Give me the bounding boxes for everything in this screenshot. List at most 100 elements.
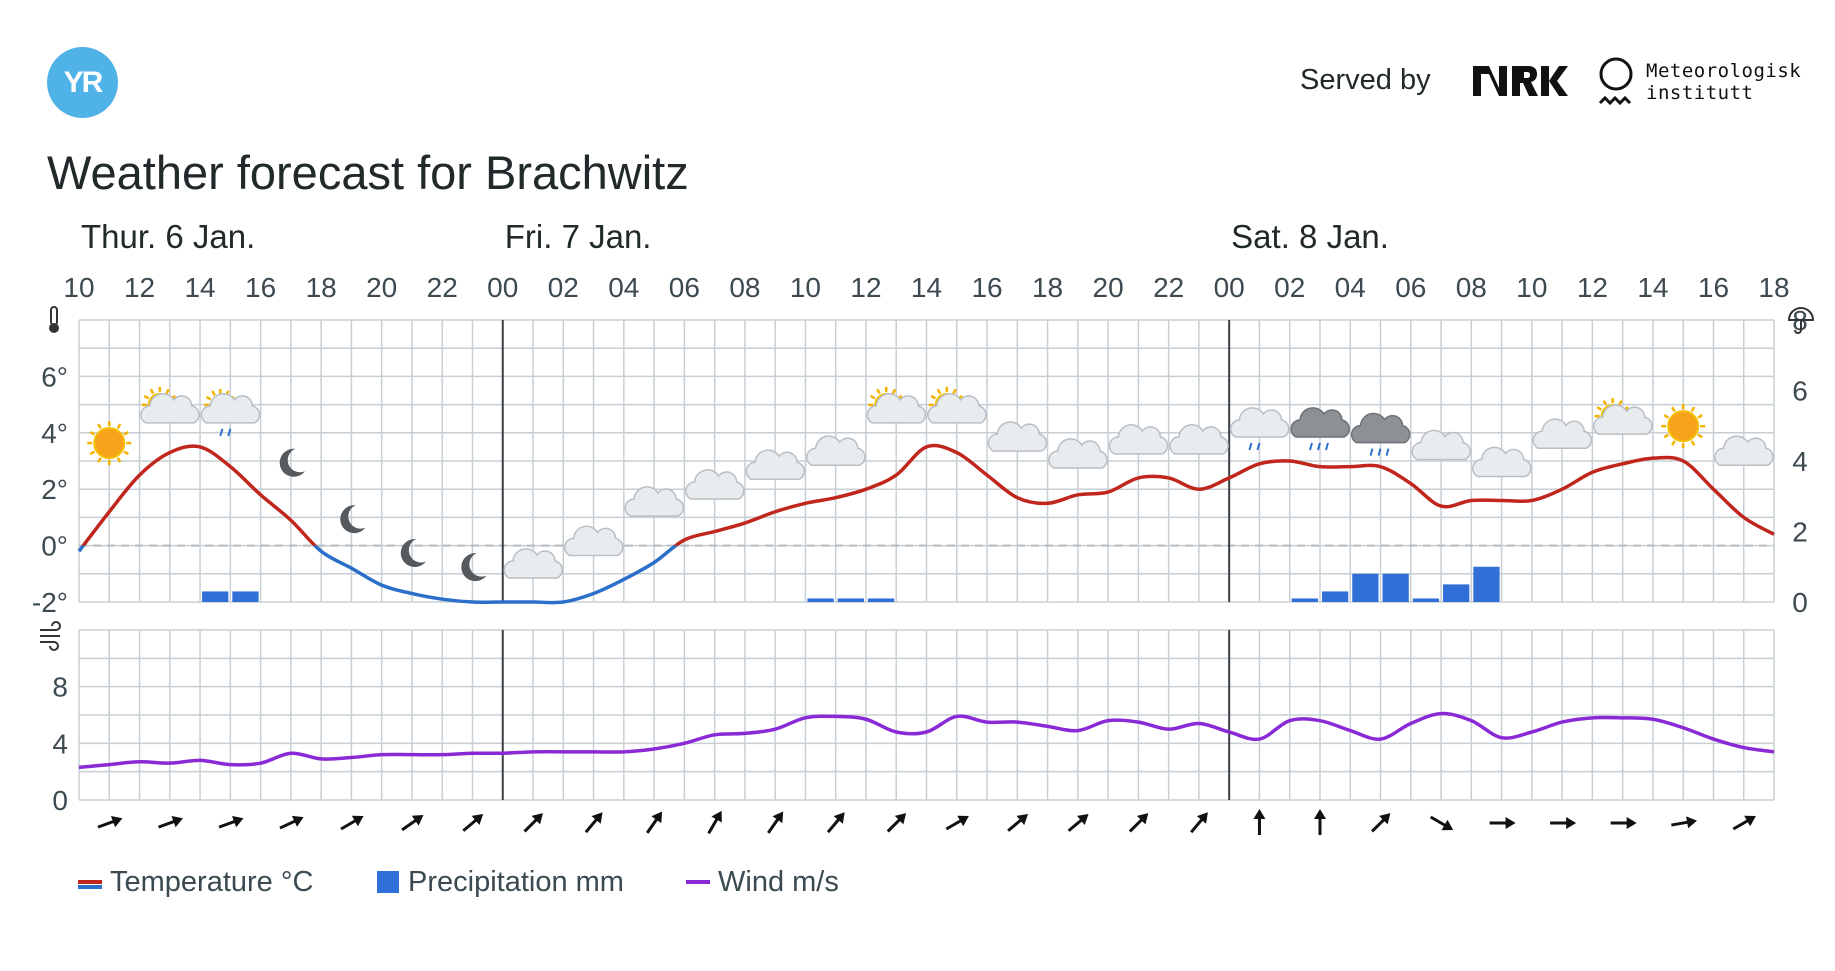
weather-symbol-sun-cloud-icon [140, 386, 200, 424]
rain-drop [1248, 442, 1253, 451]
x-tick-label: 16 [1698, 272, 1729, 303]
x-tick-label: 08 [1456, 272, 1487, 303]
x-tick-label: 02 [1274, 272, 1305, 303]
wind-arrow-icon [1253, 809, 1266, 835]
wind-arrow-icon [1313, 809, 1326, 835]
precipitation-bars [202, 566, 1500, 602]
temp-tick-label: 2° [41, 474, 68, 505]
x-tick-label: 06 [669, 272, 700, 303]
legend-wind: Wind m/s [686, 866, 839, 899]
moon-shape [340, 505, 366, 534]
wind-arrow-head [471, 814, 484, 826]
wind-arrow-head [651, 811, 663, 824]
day-label: Sat. 8 Jan. [1231, 218, 1389, 255]
cloud-shape [987, 421, 1048, 452]
wind-arrow-head [1136, 813, 1149, 825]
sun-ray [936, 388, 942, 395]
temp-tick-label: 6° [41, 361, 68, 392]
sun-ray [89, 450, 96, 456]
wind-arrow-head [1077, 814, 1089, 826]
sun-ray [1690, 440, 1696, 446]
wind-arrow-icon [1489, 817, 1516, 829]
page-title: Weather forecast for Brachwitz [47, 146, 689, 199]
rain-drop [1325, 442, 1329, 451]
weather-symbol-moon-cloud-icon [503, 548, 563, 579]
wind-arrow-icon [886, 813, 907, 833]
legend-temperature-label: Temperature °C [110, 866, 314, 898]
day-label: Thur. 6 Jan. [81, 218, 255, 255]
x-tick-label: 22 [1153, 272, 1184, 303]
precip-tick-label: 6 [1792, 376, 1808, 407]
precipitation-bar [1473, 566, 1500, 602]
cloud-shape [1290, 407, 1350, 438]
weather-symbol-sun-cloud-rain-icon [200, 388, 261, 437]
sun-ray [1671, 406, 1676, 413]
moon-shape [461, 553, 487, 582]
weather-symbols [87, 386, 1774, 582]
wind-arrow-head [1379, 813, 1391, 825]
met-line-1: Meteorologisk [1646, 60, 1802, 82]
chart-grid [78, 319, 1775, 801]
met-institute-logo-icon [1594, 56, 1638, 117]
precipitation-legend-icon [377, 871, 399, 893]
wind-tick-label: 8 [52, 672, 68, 703]
x-tick-label: 04 [608, 272, 639, 303]
sun-ray [1602, 399, 1608, 406]
thermometer-icon [49, 306, 59, 333]
wind-arrow-icon [1067, 814, 1089, 832]
wind-arrow-head [171, 815, 183, 828]
x-tick-label: 00 [1214, 272, 1245, 303]
rain-drop [1309, 442, 1313, 451]
wind-arrow-icon [707, 810, 722, 835]
temp-tick-label: 4° [41, 418, 68, 449]
nrk-logo [1473, 60, 1568, 113]
cloud-shape [1108, 424, 1169, 455]
moon-shape [279, 448, 305, 477]
x-tick-label: 18 [1758, 272, 1789, 303]
x-tick-label: 14 [911, 272, 942, 303]
wind-arrow-icon [523, 813, 543, 833]
cloud-shape [927, 393, 987, 424]
wind-arrow-head [1253, 809, 1266, 819]
cloud-shape [624, 486, 685, 517]
sun-ray [930, 394, 937, 400]
cloud-shape [1714, 435, 1774, 466]
wind-arrow-head [1441, 819, 1454, 831]
rain-drop [1369, 448, 1374, 456]
sun-ray [876, 388, 881, 395]
wind-arrow-head [772, 811, 784, 824]
wind-arrow-icon [218, 815, 244, 829]
precipitation-bar [232, 591, 259, 602]
umbrella-icon [1787, 307, 1815, 334]
sun-ray [149, 388, 155, 395]
weather-symbol-sun-cloud-icon [1593, 398, 1653, 435]
x-tick-label: 00 [487, 272, 518, 303]
chart-labels: Thur. 6 Jan. Fri. 7 Jan. Sat. 8 Jan. 10 12 14… [32, 218, 1808, 816]
wind-arrow-head [531, 813, 543, 825]
wind-arrow-icon [1671, 816, 1697, 829]
wind-arrow-head [833, 812, 845, 824]
wind-arrow-head [1196, 812, 1208, 824]
sun-ray [205, 395, 212, 401]
sun-ray [870, 394, 876, 400]
sun-disc [93, 427, 126, 460]
day-label: Fri. 7 Jan. [505, 218, 652, 255]
cloud-shape [563, 525, 624, 557]
weather-symbol-cloud-icon [685, 469, 745, 500]
cloud-shape [806, 435, 866, 466]
precipitation-bar [1443, 584, 1470, 602]
wind-arrow-icon [1370, 813, 1391, 833]
wind-arrow-icon [1429, 815, 1454, 831]
wind-tick-label: 4 [52, 728, 68, 759]
weather-symbol-cloud-icon [1108, 424, 1169, 455]
wind-arrow-icon [945, 815, 969, 831]
weather-symbol-cloud-icon [987, 421, 1048, 452]
x-tick-label: 04 [1335, 272, 1366, 303]
x-tick-label: 16 [245, 272, 276, 303]
wind-arrow-head [1686, 816, 1697, 829]
precip-tick-label: 4 [1792, 446, 1808, 477]
wind-arrow-icon [1550, 817, 1577, 829]
sun-shape [87, 421, 132, 466]
sun-ray [97, 423, 102, 430]
weather-symbol-cloud-icon [806, 435, 866, 466]
